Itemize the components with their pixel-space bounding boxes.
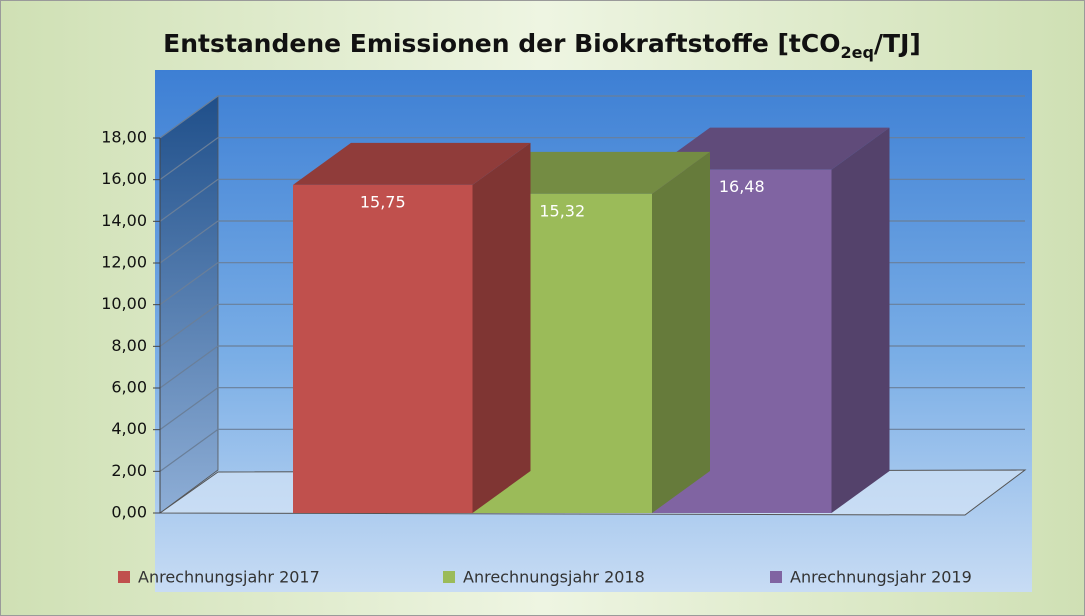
y-tick-label: 14,00 <box>101 211 147 230</box>
bar-top <box>472 151 710 194</box>
legend-label: Anrechnungsjahr 2019 <box>790 568 972 587</box>
bar-side <box>831 127 890 514</box>
bar-top <box>293 142 531 185</box>
title-text: Entstandene Emissionen der Biokraftstoff… <box>163 29 840 58</box>
y-tick-label: 0,00 <box>111 503 147 522</box>
y-tick-label: 8,00 <box>111 336 147 355</box>
y-tick-label: 4,00 <box>111 419 147 438</box>
title-subscript: 2eq <box>840 43 873 62</box>
legend-swatch <box>443 571 455 583</box>
bar-side <box>652 151 710 514</box>
data-label: 16,48 <box>719 177 765 196</box>
legend-label: Anrechnungsjahr 2017 <box>138 568 320 587</box>
grid-line <box>159 95 219 139</box>
grid-line <box>159 428 219 472</box>
bar-top <box>652 127 890 170</box>
grid-line <box>159 220 219 264</box>
y-tick-label: 2,00 <box>111 461 147 480</box>
grid-line <box>159 303 219 347</box>
chart-title: Entstandene Emissionen der Biokraftstoff… <box>163 29 921 62</box>
data-label: 15,32 <box>539 201 585 220</box>
bar <box>293 184 473 513</box>
y-tick-label: 18,00 <box>101 128 147 147</box>
legend-swatch <box>118 571 130 583</box>
grid-line <box>159 387 219 431</box>
grid-line <box>159 262 219 306</box>
grid-line <box>159 345 219 389</box>
title-tail: /TJ] <box>874 29 921 58</box>
y-tick-label: 16,00 <box>101 169 147 188</box>
legend-swatch <box>770 571 782 583</box>
y-tick-label: 6,00 <box>111 378 147 397</box>
bar-side <box>472 142 531 513</box>
y-tick-label: 10,00 <box>101 294 147 313</box>
legend-label: Anrechnungsjahr 2018 <box>463 568 645 587</box>
data-label: 15,75 <box>360 192 406 211</box>
y-tick-label: 12,00 <box>101 253 147 272</box>
grid-line <box>159 137 219 181</box>
grid-line <box>159 178 219 222</box>
